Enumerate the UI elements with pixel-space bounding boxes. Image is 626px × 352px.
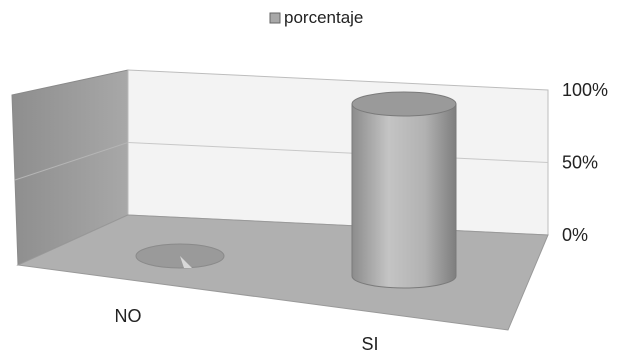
bar-si [351, 91, 457, 289]
y-axis-ticks: 0% 50% 100% [562, 80, 608, 245]
floor [16, 214, 549, 331]
legend-swatch [269, 12, 281, 24]
side-gridline [14, 142, 129, 181]
bar-body [351, 103, 457, 289]
bar-no [135, 243, 225, 269]
x-axis-categories: NO SI [115, 306, 379, 352]
gridline [127, 142, 549, 163]
y-tick-label: 100% [562, 80, 608, 100]
x-category-label: NO [115, 306, 142, 326]
bars [135, 91, 457, 289]
legend: porcentaje [269, 8, 363, 27]
bar-top [351, 91, 457, 117]
y-tick-label: 0% [562, 225, 588, 245]
y-tick-label: 50% [562, 153, 598, 173]
plot-walls [11, 69, 549, 331]
legend-label: porcentaje [284, 8, 363, 27]
gridlines [14, 142, 549, 181]
bar-disc-highlight [180, 256, 192, 268]
x-category-label: SI [361, 334, 378, 352]
